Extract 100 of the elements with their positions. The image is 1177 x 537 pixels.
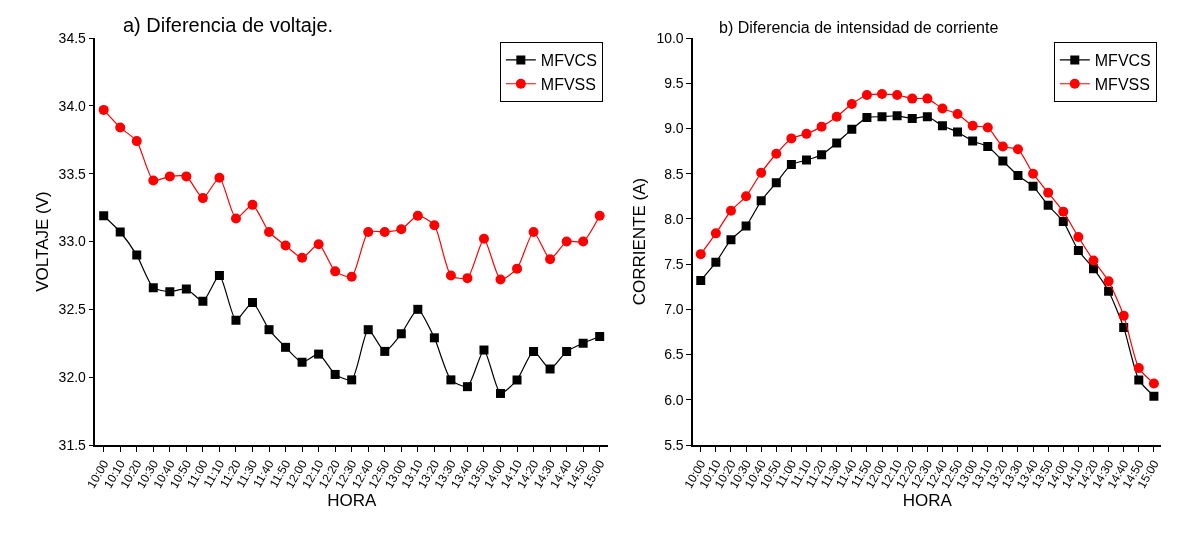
point (907, 114, 917, 123)
point (1103, 276, 1114, 287)
point (831, 111, 842, 122)
legend-label: MFVCS (540, 52, 597, 70)
point (594, 210, 605, 221)
point (756, 167, 767, 178)
y-tick-label: 10.0 (656, 29, 684, 46)
point (413, 304, 423, 314)
point (1148, 378, 1159, 389)
point (281, 342, 291, 352)
point (756, 196, 766, 206)
point (892, 111, 902, 121)
point (429, 220, 440, 231)
point (1088, 255, 1099, 266)
point (363, 325, 373, 335)
y-tick-label: 8.0 (664, 210, 684, 227)
point (725, 205, 736, 216)
point (197, 193, 208, 204)
point (741, 191, 752, 202)
point (847, 124, 857, 134)
x-axis-title: HORA (327, 490, 377, 510)
point (462, 273, 473, 284)
point (877, 89, 888, 100)
x-axis-title: HORA (902, 490, 953, 510)
point (528, 227, 539, 237)
point (786, 160, 796, 170)
point (983, 142, 993, 152)
point (148, 175, 159, 186)
point (380, 346, 390, 356)
point (363, 227, 374, 237)
point (230, 213, 241, 224)
point (280, 240, 291, 251)
point (545, 254, 556, 265)
point (247, 199, 258, 210)
point (968, 136, 978, 146)
point (1118, 310, 1129, 321)
point (1043, 187, 1054, 198)
point (696, 275, 706, 285)
point (877, 112, 887, 122)
legend-label: MFVSS (1094, 76, 1150, 94)
point (1013, 170, 1023, 180)
point (1028, 181, 1038, 191)
point (816, 121, 827, 132)
point (512, 263, 523, 274)
point (862, 113, 872, 123)
point (512, 375, 522, 385)
point (379, 227, 390, 237)
point (741, 221, 751, 231)
point (937, 121, 947, 131)
point (314, 349, 324, 359)
point (1104, 286, 1114, 296)
point (99, 211, 109, 221)
point (953, 127, 963, 137)
point (247, 298, 257, 308)
point (214, 270, 224, 280)
point (578, 236, 589, 247)
point (771, 178, 781, 188)
point (786, 133, 797, 144)
point (771, 148, 782, 159)
y-tick-label: 6.0 (664, 391, 684, 408)
point (832, 138, 842, 148)
point (478, 233, 489, 244)
point (231, 315, 241, 325)
chart-title: b) Diferencia de intensidad de corriente (719, 19, 999, 36)
point (445, 270, 456, 281)
point (115, 122, 126, 133)
y-tick-label: 8.5 (664, 165, 684, 182)
point (922, 112, 932, 122)
y-tick-label: 31.5 (58, 436, 87, 453)
point (801, 128, 812, 139)
point (165, 287, 175, 297)
point (595, 331, 605, 341)
point (710, 228, 721, 239)
point (711, 257, 721, 267)
y-tick-label: 34.0 (58, 97, 87, 114)
point (1134, 375, 1144, 385)
point (801, 155, 811, 165)
point (297, 252, 308, 263)
point (907, 93, 918, 104)
point (98, 104, 109, 115)
point (998, 156, 1008, 166)
y-axis-title: VOLTAJE (V) (32, 191, 52, 292)
point (1043, 200, 1053, 210)
point (817, 150, 827, 160)
point (545, 364, 555, 374)
point (148, 283, 158, 293)
point (1149, 391, 1159, 401)
point (181, 284, 191, 294)
point (131, 136, 142, 147)
point (1073, 246, 1083, 256)
point (264, 227, 275, 237)
point (561, 236, 572, 247)
point (462, 382, 472, 392)
point (164, 171, 175, 182)
point (495, 388, 505, 398)
point (479, 345, 489, 355)
point (446, 375, 456, 385)
point (1058, 217, 1068, 227)
point (1133, 363, 1144, 374)
y-tick-label: 7.0 (664, 301, 684, 318)
